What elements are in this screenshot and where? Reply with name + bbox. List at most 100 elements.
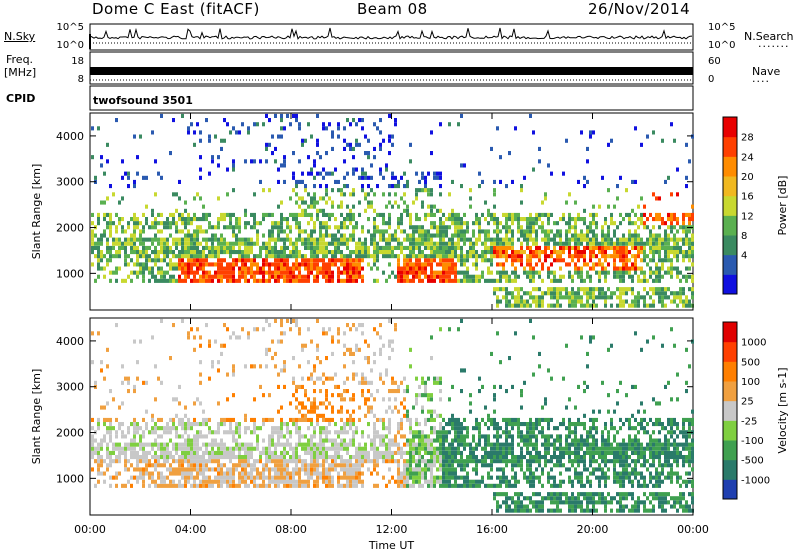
power-cell: [190, 221, 193, 226]
power-cell: [430, 204, 433, 209]
power-cell: [574, 303, 577, 308]
power-cell: [343, 217, 346, 222]
velocity-cell: [406, 389, 409, 394]
power-cell: [328, 196, 331, 201]
power-cell: [643, 225, 646, 230]
power-cell: [580, 241, 583, 246]
velocity-cell: [325, 438, 328, 443]
power-cell: [499, 155, 502, 160]
velocity-cell: [283, 475, 286, 480]
power-cell: [649, 266, 652, 271]
power-cell: [94, 278, 97, 283]
power-cell: [562, 258, 565, 263]
power-cell: [268, 270, 271, 275]
power-cell: [403, 274, 406, 279]
power-cell: [493, 179, 496, 184]
velocity-cell: [271, 442, 274, 447]
power-cell: [268, 274, 271, 279]
velocity-cell: [277, 384, 280, 389]
velocity-cell: [388, 442, 391, 447]
velocity-cell: [397, 450, 400, 455]
power-cell: [676, 303, 679, 308]
power-cell: [331, 274, 334, 279]
power-cell: [676, 241, 679, 246]
velocity-cell: [472, 450, 475, 455]
velocity-cell: [511, 455, 514, 460]
velocity-cell: [316, 347, 319, 352]
power-cell: [604, 237, 607, 242]
velocity-cell: [448, 455, 451, 460]
velocity-cell: [253, 467, 256, 472]
power-cell: [616, 196, 619, 201]
power-cell: [400, 229, 403, 234]
velocity-cell: [310, 417, 313, 422]
power-cell: [271, 237, 274, 242]
velocity-cell: [394, 389, 397, 394]
power-cell: [418, 250, 421, 255]
power-cell: [469, 274, 472, 279]
velocity-cell: [256, 483, 259, 488]
power-cell: [304, 278, 307, 283]
power-cell: [490, 212, 493, 217]
velocity-cell: [520, 393, 523, 398]
power-cell: [325, 266, 328, 271]
velocity-cell: [448, 430, 451, 435]
power-cell: [499, 278, 502, 283]
velocity-cell: [361, 446, 364, 451]
velocity-cell: [199, 455, 202, 460]
velocity-cell: [175, 397, 178, 402]
power-cell: [670, 258, 673, 263]
velocity-cell: [319, 434, 322, 439]
power-cell: [478, 274, 481, 279]
velocity-cell: [505, 422, 508, 427]
velocity-cell: [142, 455, 145, 460]
velocity-cell: [373, 351, 376, 356]
velocity-cell: [478, 426, 481, 431]
velocity-cell: [268, 393, 271, 398]
velocity-cell: [157, 417, 160, 422]
velocity-cell: [409, 446, 412, 451]
velocity-cell: [373, 455, 376, 460]
velocity-cell: [160, 455, 163, 460]
velocity-cell: [226, 475, 229, 480]
power-cell: [388, 192, 391, 197]
power-cell: [490, 217, 493, 222]
power-cell: [169, 278, 172, 283]
power-cell: [517, 299, 520, 304]
power-cell: [373, 258, 376, 263]
velocity-cell: [490, 351, 493, 356]
power-cell: [664, 179, 667, 184]
power-cell: [688, 258, 691, 263]
power-cell: [361, 250, 364, 255]
power-cell: [301, 241, 304, 246]
velocity-cell: [337, 442, 340, 447]
velocity-cell: [256, 434, 259, 439]
power-cell: [97, 266, 100, 271]
power-cell: [526, 291, 529, 296]
power-cell: [109, 212, 112, 217]
power-cell: [325, 184, 328, 189]
velocity-cell: [217, 446, 220, 451]
power-cell: [331, 130, 334, 135]
power-cell: [178, 266, 181, 271]
power-cell: [205, 229, 208, 234]
velocity-cell: [109, 438, 112, 443]
velocity-cell: [214, 430, 217, 435]
power-cell: [346, 278, 349, 283]
power-cell: [481, 212, 484, 217]
power-cell: [331, 200, 334, 205]
velocity-cell: [259, 364, 262, 369]
power-cell: [328, 225, 331, 230]
power-cell: [658, 274, 661, 279]
velocity-cell: [265, 483, 268, 488]
velocity-cell: [196, 471, 199, 476]
velocity-cell: [451, 422, 454, 427]
power-cell: [244, 278, 247, 283]
velocity-cell: [412, 434, 415, 439]
velocity-cell: [181, 422, 184, 427]
velocity-cell: [391, 455, 394, 460]
power-cell: [478, 278, 481, 283]
power-cell: [319, 241, 322, 246]
power-cell: [532, 229, 535, 234]
power-cell: [187, 245, 190, 250]
